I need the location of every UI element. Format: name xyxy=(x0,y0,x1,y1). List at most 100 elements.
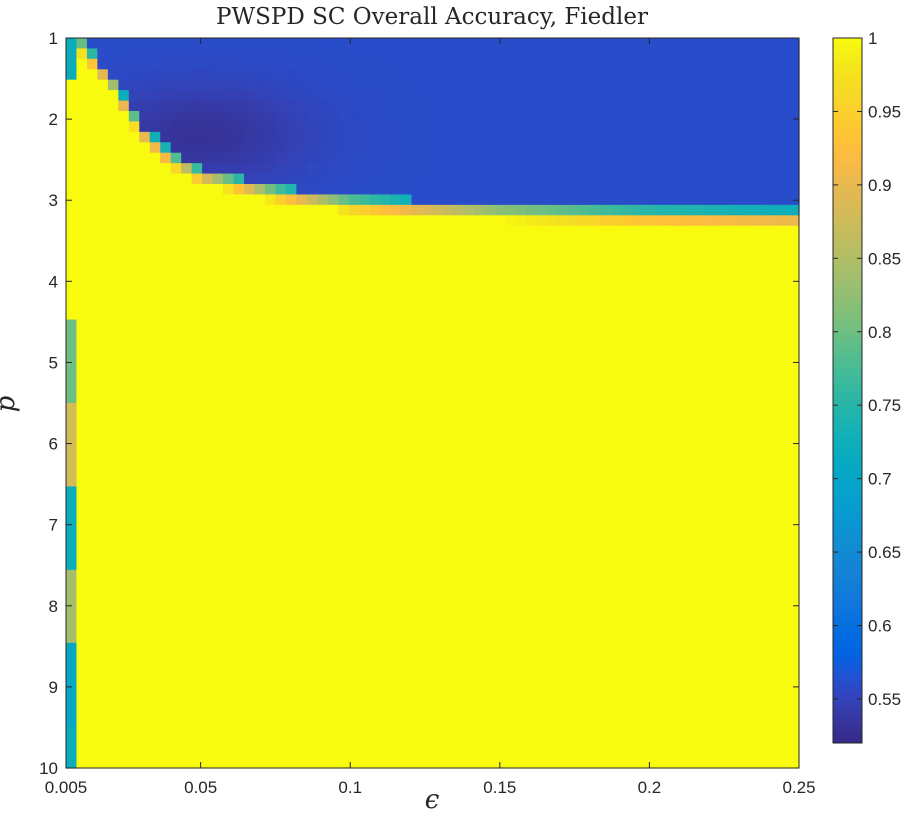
heatmap-cell xyxy=(778,674,790,686)
heatmap-cell xyxy=(244,350,256,362)
heatmap-cell xyxy=(778,559,790,571)
heatmap-cell xyxy=(725,288,737,300)
heatmap-cell xyxy=(495,538,507,550)
heatmap-cell xyxy=(254,444,266,456)
heatmap-cell xyxy=(725,142,737,154)
heatmap-cell xyxy=(149,413,161,425)
heatmap-cell xyxy=(244,90,256,102)
heatmap-cell xyxy=(484,371,496,383)
heatmap-cell xyxy=(160,465,172,477)
heatmap-cell xyxy=(348,131,360,143)
heatmap-cell xyxy=(380,236,392,248)
heatmap-cell xyxy=(128,632,140,644)
heatmap-cell xyxy=(715,413,727,425)
heatmap-cell xyxy=(149,507,161,519)
heatmap-cell xyxy=(327,371,339,383)
heatmap-cell xyxy=(432,590,444,602)
heatmap-cell xyxy=(788,100,800,112)
heatmap-cell xyxy=(662,277,674,289)
heatmap-cell xyxy=(317,528,329,540)
heatmap-cell xyxy=(139,465,151,477)
heatmap-cell xyxy=(223,549,235,561)
heatmap-cell xyxy=(264,131,277,143)
heatmap-cell xyxy=(264,715,277,727)
heatmap-cell xyxy=(442,48,455,60)
heatmap-cell xyxy=(652,48,664,60)
heatmap-cell xyxy=(620,319,633,331)
heatmap-cell xyxy=(390,225,402,237)
heatmap-cell xyxy=(139,204,151,216)
heatmap-cell xyxy=(505,695,517,707)
heatmap-cell xyxy=(296,38,308,50)
heatmap-cell xyxy=(254,184,266,196)
heatmap-cell xyxy=(495,100,507,112)
heatmap-cell xyxy=(579,684,591,696)
heatmap-cell xyxy=(620,194,633,206)
heatmap-cell xyxy=(631,496,643,508)
heatmap-cell xyxy=(233,611,245,623)
y-tick-label: 9 xyxy=(49,678,58,697)
heatmap-cell xyxy=(369,121,381,133)
heatmap-cell xyxy=(547,48,559,60)
heatmap-cell xyxy=(442,496,455,508)
heatmap-cell xyxy=(474,423,486,435)
heatmap-cell xyxy=(537,298,549,310)
heatmap-cell xyxy=(495,173,507,185)
heatmap-cell xyxy=(264,350,277,362)
heatmap-cell xyxy=(547,580,559,592)
heatmap-cell xyxy=(107,111,119,123)
heatmap-cell xyxy=(327,622,339,634)
heatmap-cell xyxy=(401,695,413,707)
heatmap-cell xyxy=(484,330,496,342)
heatmap-cell xyxy=(704,684,716,696)
heatmap-cell xyxy=(673,642,685,654)
heatmap-cell xyxy=(526,549,538,561)
heatmap-cell xyxy=(474,611,486,623)
heatmap-cell xyxy=(757,90,769,102)
heatmap-cell xyxy=(547,58,559,70)
heatmap-cell xyxy=(725,340,737,352)
heatmap-cell xyxy=(264,204,277,216)
heatmap-cell xyxy=(746,486,758,498)
heatmap-cell xyxy=(285,705,297,717)
heatmap-cell xyxy=(254,288,266,300)
heatmap-cell xyxy=(149,142,161,154)
heatmap-cell xyxy=(620,403,633,415)
heatmap-cell xyxy=(401,194,413,206)
heatmap-cell xyxy=(610,496,622,508)
heatmap-cell xyxy=(641,444,653,456)
heatmap-cell xyxy=(212,496,224,508)
heatmap-cell xyxy=(275,173,287,185)
heatmap-cell xyxy=(631,590,643,602)
heatmap-cell xyxy=(170,204,182,216)
heatmap-cell xyxy=(212,517,224,529)
heatmap-cell xyxy=(97,350,109,362)
heatmap-cell xyxy=(97,549,109,561)
heatmap-cell xyxy=(191,507,203,519)
heatmap-cell xyxy=(223,361,235,373)
heatmap-cell xyxy=(170,757,182,769)
heatmap-cell xyxy=(223,528,235,540)
heatmap-cell xyxy=(411,663,423,675)
heatmap-cell xyxy=(181,611,193,623)
heatmap-cell xyxy=(149,517,161,529)
heatmap-cell xyxy=(233,298,245,310)
heatmap-cell xyxy=(652,434,664,446)
heatmap-cell xyxy=(76,486,88,498)
heatmap-cell xyxy=(432,569,444,581)
heatmap-cell xyxy=(244,653,256,665)
heatmap-cell xyxy=(631,736,643,748)
heatmap-cell xyxy=(212,225,224,237)
heatmap-cell xyxy=(568,611,580,623)
heatmap-cell xyxy=(652,111,664,123)
heatmap-cell xyxy=(652,455,664,467)
heatmap-cell xyxy=(202,423,214,435)
heatmap-cell xyxy=(757,507,769,519)
heatmap-cell xyxy=(107,163,119,175)
heatmap-cell xyxy=(317,163,329,175)
heatmap-cell xyxy=(631,486,643,498)
heatmap-cell xyxy=(327,69,339,81)
heatmap-cell xyxy=(610,382,622,394)
heatmap-cell xyxy=(495,580,507,592)
heatmap-cell xyxy=(401,382,413,394)
